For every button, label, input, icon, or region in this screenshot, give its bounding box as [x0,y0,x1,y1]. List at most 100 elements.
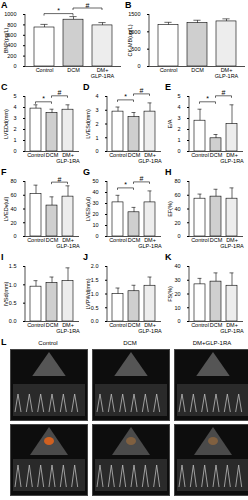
svg-text:IVSd(mm): IVSd(mm) [3,281,9,306]
svg-text:1.0: 1.0 [9,282,17,288]
svg-text:5: 5 [177,93,180,99]
svg-text:2: 2 [13,126,16,132]
svg-text:Control: Control [27,322,45,328]
svg-text:LVPWd(mm): LVPWd(mm) [85,278,91,309]
svg-text:0: 0 [177,233,180,239]
svg-text:20: 20 [92,211,98,217]
svg-text:DM+GLP-1RA: DM+GLP-1RA [220,237,244,249]
svg-text:*: * [57,7,60,14]
svg-text:4: 4 [13,104,16,110]
svg-text:DM+GLP-1RA: DM+GLP-1RA [215,67,239,79]
svg-text:LVEDd(mm): LVEDd(mm) [3,109,9,139]
svg-text:Control: Control [191,322,209,328]
svg-text:0: 0 [177,318,180,324]
svg-text:1500: 1500 [128,11,140,17]
svg-text:1.5: 1.5 [9,263,17,269]
svg-text:EF(%): EF(%) [167,201,173,217]
svg-text:0.0: 0.0 [91,318,99,324]
svg-text:Control: Control [36,67,54,73]
svg-text:Control: Control [27,237,45,243]
svg-text:E/A: E/A [167,119,173,128]
svg-text:800: 800 [7,22,16,28]
svg-text:0: 0 [13,148,16,154]
svg-text:DM+GLP-1RA: DM+GLP-1RA [138,237,162,249]
svg-text:0.0: 0.0 [9,318,17,324]
svg-text:LVESd(mm): LVESd(mm) [85,109,91,139]
svg-text:40: 40 [10,206,16,212]
svg-text:Control: Control [109,322,127,328]
svg-text:#: # [222,89,226,96]
svg-text:2.0: 2.0 [91,263,99,269]
svg-text:DCM: DCM [67,67,80,73]
svg-text:30: 30 [174,277,180,283]
svg-text:DM+GLP-1RA: DM+GLP-1RA [56,152,80,164]
svg-text:0: 0 [95,233,98,239]
svg-text:Control: Control [109,152,127,158]
svg-text:0: 0 [13,63,16,69]
svg-text:2: 2 [177,126,180,132]
svg-text:20: 20 [10,220,16,226]
svg-text:CK-MB(ug/L): CK-MB(ug/L) [127,24,133,56]
svg-text:*: * [206,95,209,102]
svg-text:5: 5 [13,93,16,99]
svg-text:20: 20 [174,291,180,297]
svg-text:LVESv(ul): LVESv(ul) [85,197,91,222]
svg-text:1000: 1000 [4,11,16,17]
svg-text:10: 10 [174,305,180,311]
svg-text:1.5: 1.5 [91,277,99,283]
svg-text:60: 60 [10,192,16,198]
svg-text:40: 40 [174,263,180,269]
svg-text:1: 1 [177,137,180,143]
svg-text:0: 0 [13,233,16,239]
svg-text:DM+GLP-1RA: DM+GLP-1RA [56,237,80,249]
svg-text:0: 0 [177,148,180,154]
svg-text:*: * [124,181,127,188]
svg-text:0: 0 [137,63,140,69]
svg-text:DCM: DCM [191,67,204,73]
svg-text:10: 10 [92,222,98,228]
svg-text:20: 20 [174,220,180,226]
svg-text:DM+GLP-1RA: DM+GLP-1RA [138,322,162,334]
svg-text:80: 80 [174,178,180,184]
svg-text:2: 2 [95,121,98,127]
svg-text:0.5: 0.5 [91,305,99,311]
svg-text:BNP(pg/L): BNP(pg/L) [3,27,9,53]
svg-text:40: 40 [174,206,180,212]
svg-text:200: 200 [7,52,17,59]
svg-text:400: 400 [7,42,17,49]
svg-text:DM+GLP-1RA: DM+GLP-1RA [220,152,244,164]
svg-text:0.5: 0.5 [9,300,17,306]
svg-text:80: 80 [10,178,16,184]
svg-text:*: * [124,93,127,100]
svg-text:Control: Control [109,237,127,243]
svg-text:1: 1 [13,137,16,143]
svg-text:50: 50 [92,178,98,184]
svg-text:4: 4 [177,104,180,110]
svg-text:LVEDv(ul): LVEDv(ul) [3,197,9,222]
svg-text:1.0: 1.0 [91,291,99,297]
svg-text:Control: Control [191,237,209,243]
svg-text:3: 3 [177,115,180,121]
svg-text:Control: Control [27,152,45,158]
svg-text:3: 3 [13,115,16,121]
svg-text:#: # [86,2,90,9]
svg-text:0: 0 [95,148,98,154]
svg-text:#: # [140,87,144,94]
svg-text:Control: Control [191,152,209,158]
svg-text:DM+GLP-1RA: DM+GLP-1RA [56,322,80,334]
svg-text:3: 3 [95,107,98,113]
svg-text:Control: Control [160,67,178,73]
svg-text:DM+GLP-1RA: DM+GLP-1RA [91,67,115,79]
svg-text:30: 30 [92,200,98,206]
svg-text:#: # [140,175,144,182]
svg-text:#: # [58,89,62,96]
svg-text:FS(%): FS(%) [167,286,173,302]
svg-text:4: 4 [95,93,98,99]
svg-text:40: 40 [92,189,98,195]
svg-text:DM+GLP-1RA: DM+GLP-1RA [138,152,162,164]
svg-text:#: # [58,176,62,183]
svg-text:DM+GLP-1RA: DM+GLP-1RA [220,322,244,334]
svg-text:1: 1 [95,135,98,141]
svg-text:*: * [42,95,45,102]
svg-text:60: 60 [174,192,180,198]
